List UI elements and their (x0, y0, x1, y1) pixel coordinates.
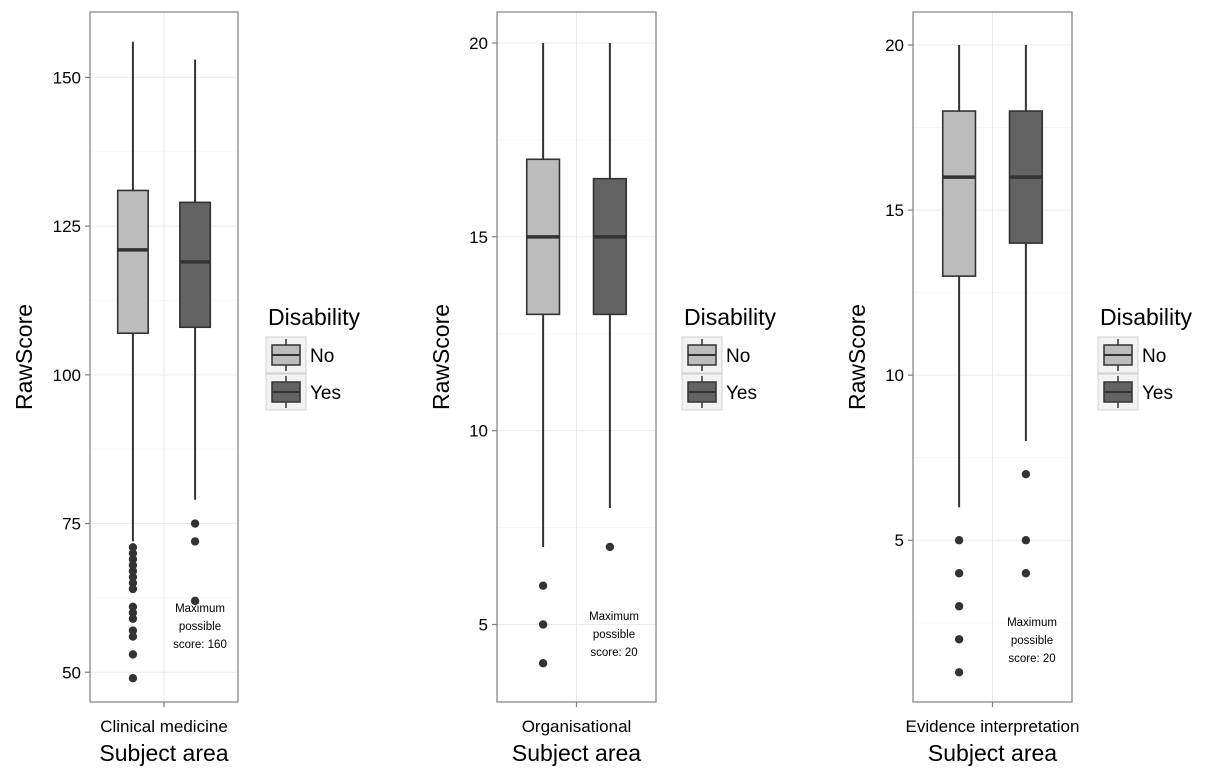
outlier-point (538, 620, 548, 629)
outlier-point (1021, 569, 1031, 578)
outlier-point (954, 635, 964, 644)
outlier-point (954, 536, 964, 545)
box-body (116, 189, 149, 335)
y-tick-label: 75 (62, 515, 81, 534)
y-tick-label: 150 (53, 68, 81, 87)
x-tick-label: Organisational (522, 717, 632, 736)
max-score-annotation: Maximum possible score: 20 (589, 611, 639, 659)
outlier-point (128, 549, 138, 558)
outlier-point (190, 519, 200, 528)
box-yes (1008, 45, 1044, 578)
outlier-point (128, 560, 138, 570)
y-tick-label: 5 (479, 615, 488, 634)
outlier-point (128, 614, 138, 623)
legend-item-yes: Yes (1097, 373, 1173, 411)
y-axis-title: RawScore (428, 304, 454, 410)
annotation-line: score: 160 (173, 639, 227, 651)
legend-label: No (310, 346, 334, 367)
annotation-line: Maximum (175, 603, 225, 615)
y-tick-label: 100 (53, 366, 81, 385)
x-axis-title: Subject area (512, 740, 641, 766)
outlier-point (538, 581, 548, 590)
box-yes (179, 59, 212, 606)
legend: Disability No Yes (265, 304, 361, 411)
box-yes (592, 43, 628, 552)
box-no (941, 45, 977, 677)
panel-1: 50 75 100 125 150 Clinical medicine Subject ar… (11, 11, 361, 766)
y-axis-title: RawScore (11, 304, 37, 410)
legend-label: Yes (1142, 383, 1173, 404)
legend-item-yes: Yes (681, 373, 757, 411)
legend-title: Disability (684, 304, 777, 330)
y-tick-label: 15 (885, 201, 904, 220)
annotation-line: score: 20 (1008, 653, 1055, 665)
annotation-line: Maximum (589, 611, 639, 623)
outlier-point (128, 555, 138, 564)
legend-label: No (1142, 346, 1166, 367)
legend-title: Disability (268, 304, 361, 330)
outlier-point (954, 569, 964, 578)
x-tick-label: Clinical medicine (100, 717, 228, 736)
legend-item-yes: Yes (265, 373, 341, 411)
y-axis-title: RawScore (844, 304, 870, 410)
legend-item-no: No (1097, 336, 1166, 374)
y-tick-label: 20 (885, 36, 904, 55)
annotation-line: possible (1011, 635, 1053, 647)
box-no (525, 43, 561, 668)
annotation-line: possible (179, 621, 221, 633)
outlier-point (538, 659, 548, 668)
outlier-point (128, 584, 138, 594)
y-tick-label: 10 (469, 422, 488, 441)
x-axis-title: Subject area (99, 740, 228, 766)
annotation-line: possible (593, 629, 635, 641)
y-tick-label: 15 (469, 228, 488, 247)
panel-2: 5 10 15 20 Organisational Subject area RawScor… (428, 11, 777, 766)
legend-label: Yes (726, 383, 757, 404)
y-tick-label: 5 (895, 531, 904, 550)
x-axis-title: Subject area (928, 740, 1057, 766)
legend-label: No (726, 346, 750, 367)
annotation-line: score: 20 (590, 647, 637, 659)
annotation-line: Maximum (1007, 617, 1057, 629)
outlier-point (1021, 470, 1031, 479)
outlier-point (128, 626, 138, 635)
outlier-point (605, 542, 615, 552)
outlier-point (128, 566, 138, 576)
outlier-point (190, 596, 200, 606)
legend-label: Yes (310, 383, 341, 404)
y-tick-label: 10 (885, 366, 904, 385)
outlier-point (128, 632, 138, 641)
outlier-point (128, 572, 138, 582)
outlier-point (954, 668, 964, 677)
y-tick-label: 125 (53, 217, 81, 236)
box-body (179, 201, 212, 329)
outlier-point (128, 602, 138, 612)
legend: Disability No Yes (1097, 304, 1193, 411)
legend-title: Disability (1100, 304, 1193, 330)
legend-item-no: No (681, 336, 750, 374)
box-body (592, 177, 628, 316)
box-body (941, 110, 977, 277)
outlier-point (128, 674, 138, 683)
legend-item-no: No (265, 336, 334, 374)
outlier-point (128, 608, 138, 617)
max-score-annotation: Maximum possible score: 20 (1007, 617, 1057, 665)
box-no (116, 41, 149, 683)
outlier-point (190, 537, 200, 546)
outlier-point (128, 650, 138, 659)
outlier-point (1021, 536, 1031, 545)
legend: Disability No Yes (681, 304, 777, 411)
y-tick-label: 20 (469, 34, 488, 53)
outlier-point (954, 602, 964, 611)
x-tick-label: Evidence interpretation (906, 717, 1080, 736)
panel-3: 5 10 15 20 Evidence interpretation Subject ar… (844, 11, 1193, 766)
y-tick-label: 50 (62, 663, 81, 682)
max-score-annotation: Maximum possible score: 160 (173, 603, 227, 651)
outlier-point (128, 578, 138, 588)
outlier-point (128, 543, 138, 552)
